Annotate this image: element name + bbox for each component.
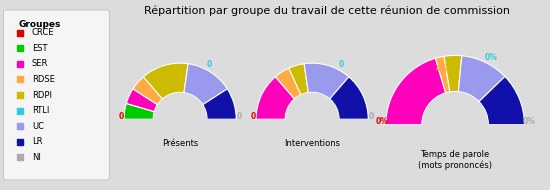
Wedge shape (304, 63, 349, 99)
Wedge shape (256, 119, 368, 175)
Text: Répartition par groupe du travail de cette réunion de commission: Répartition par groupe du travail de cet… (144, 6, 510, 16)
Text: Présents: Présents (162, 139, 198, 148)
Text: 2: 2 (222, 102, 228, 111)
Wedge shape (330, 77, 369, 119)
Text: 40%: 40% (400, 86, 418, 95)
Wedge shape (126, 89, 157, 112)
Text: RDSE: RDSE (32, 75, 55, 84)
Circle shape (155, 93, 206, 145)
Text: 8%: 8% (447, 63, 460, 72)
Text: 0%: 0% (376, 117, 389, 126)
Text: 24%: 24% (499, 99, 518, 108)
Text: 0: 0 (251, 112, 256, 121)
Wedge shape (124, 103, 155, 119)
Text: 0%: 0% (522, 117, 535, 126)
Wedge shape (289, 64, 309, 95)
Text: 0: 0 (207, 60, 212, 69)
Text: 0: 0 (339, 60, 344, 69)
Wedge shape (458, 56, 505, 102)
Text: 1: 1 (142, 84, 147, 93)
Text: RTLI: RTLI (32, 106, 50, 115)
Text: EST: EST (32, 44, 47, 53)
Text: 1: 1 (135, 95, 140, 104)
Circle shape (287, 93, 338, 145)
Text: 4%: 4% (436, 64, 449, 73)
Circle shape (424, 93, 487, 157)
FancyBboxPatch shape (3, 10, 109, 180)
Text: Temps de parole
(mots prononcés): Temps de parole (mots prononcés) (418, 150, 492, 170)
Text: RDPI: RDPI (32, 90, 52, 100)
Text: 3: 3 (323, 70, 328, 79)
Text: 0%: 0% (485, 53, 498, 62)
Text: Interventions: Interventions (284, 139, 340, 148)
Text: 1: 1 (284, 76, 290, 85)
Wedge shape (133, 77, 162, 105)
Text: 3: 3 (352, 95, 357, 104)
Text: CRCE: CRCE (32, 28, 54, 37)
Wedge shape (276, 68, 301, 99)
Text: 1: 1 (296, 70, 301, 79)
Text: 3: 3 (164, 70, 169, 79)
Text: 1: 1 (131, 108, 136, 117)
Text: 22%: 22% (471, 68, 489, 77)
Text: UC: UC (32, 122, 44, 131)
Text: SER: SER (32, 59, 48, 68)
Text: 0: 0 (119, 112, 124, 121)
Text: Groupes: Groupes (19, 20, 61, 29)
Wedge shape (444, 55, 462, 92)
Wedge shape (203, 89, 236, 119)
Text: LR: LR (32, 137, 42, 146)
Wedge shape (256, 77, 294, 119)
Wedge shape (124, 119, 236, 175)
Wedge shape (144, 63, 188, 99)
Text: NI: NI (32, 153, 41, 162)
Text: 0: 0 (237, 112, 242, 121)
Text: 3: 3 (267, 95, 272, 104)
Text: 3: 3 (202, 76, 208, 85)
Text: 0: 0 (369, 112, 374, 121)
Wedge shape (386, 58, 446, 125)
Wedge shape (479, 77, 524, 125)
Wedge shape (436, 56, 450, 93)
Wedge shape (386, 125, 524, 190)
Wedge shape (184, 64, 227, 105)
